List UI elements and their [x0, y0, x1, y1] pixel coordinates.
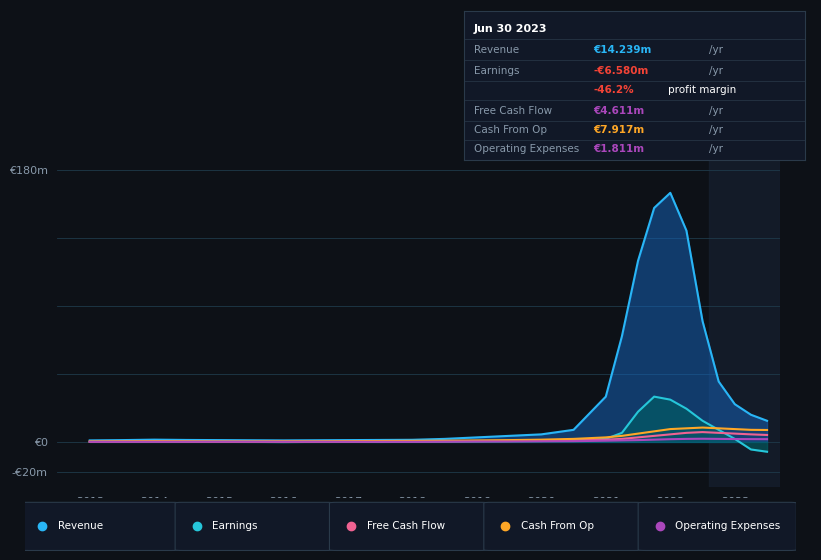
Text: Cash From Op: Cash From Op: [521, 521, 594, 531]
Text: Earnings: Earnings: [474, 66, 520, 76]
Text: profit margin: profit margin: [668, 85, 736, 95]
Text: €4.611m: €4.611m: [594, 106, 644, 115]
Text: -46.2%: -46.2%: [594, 85, 634, 95]
FancyBboxPatch shape: [329, 502, 488, 550]
Text: Cash From Op: Cash From Op: [474, 125, 547, 135]
Bar: [709, 140, 780, 487]
Text: /yr: /yr: [709, 66, 723, 76]
FancyBboxPatch shape: [21, 502, 179, 550]
Text: /yr: /yr: [709, 125, 723, 135]
Text: /yr: /yr: [709, 144, 723, 154]
Text: Operating Expenses: Operating Expenses: [474, 144, 580, 154]
Text: -€6.580m: -€6.580m: [594, 66, 649, 76]
Text: Revenue: Revenue: [57, 521, 103, 531]
Text: Operating Expenses: Operating Expenses: [675, 521, 781, 531]
Text: Earnings: Earnings: [212, 521, 258, 531]
Text: Free Cash Flow: Free Cash Flow: [474, 106, 553, 115]
FancyBboxPatch shape: [175, 502, 333, 550]
Text: /yr: /yr: [709, 106, 723, 115]
Text: Jun 30 2023: Jun 30 2023: [474, 24, 548, 34]
Text: €7.917m: €7.917m: [594, 125, 644, 135]
Text: /yr: /yr: [709, 45, 723, 55]
FancyBboxPatch shape: [638, 502, 796, 550]
FancyBboxPatch shape: [484, 502, 642, 550]
Text: €14.239m: €14.239m: [594, 45, 652, 55]
Text: Free Cash Flow: Free Cash Flow: [366, 521, 445, 531]
Text: Revenue: Revenue: [474, 45, 519, 55]
Text: €1.811m: €1.811m: [594, 144, 644, 154]
